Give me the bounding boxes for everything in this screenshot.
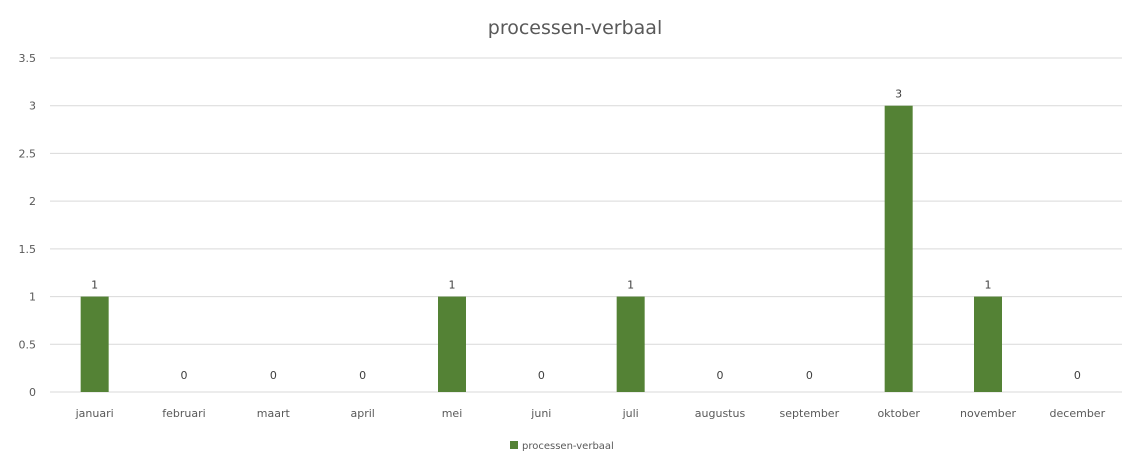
data-label-juli: 1 <box>627 279 634 292</box>
data-label-april: 0 <box>359 369 366 382</box>
bar-juli <box>616 296 645 392</box>
x-category-label: maart <box>257 407 291 420</box>
data-label-november: 1 <box>985 279 992 292</box>
data-label-februari: 0 <box>181 369 188 382</box>
data-label-december: 0 <box>1074 369 1081 382</box>
data-label-maart: 0 <box>270 369 277 382</box>
x-category-label: augustus <box>695 407 746 420</box>
x-category-label: november <box>960 407 1016 420</box>
data-label-mei: 1 <box>449 279 456 292</box>
data-label-augustus: 0 <box>717 369 724 382</box>
y-tick-label: 0 <box>29 386 36 399</box>
gridlines <box>50 57 1122 393</box>
x-axis-categories: januari februari maart april mei juni juli augu… <box>75 407 1106 420</box>
legend-swatch <box>510 441 518 449</box>
y-tick-label: 3 <box>29 100 36 113</box>
x-category-label: mei <box>442 407 463 420</box>
bar-januari <box>80 296 109 392</box>
x-category-label: oktober <box>877 407 920 420</box>
data-label-januari: 1 <box>91 279 98 292</box>
y-axis-ticks: 0 0.5 1 1.5 2 2.5 3 3.5 <box>19 52 37 399</box>
y-tick-label: 2 <box>29 195 36 208</box>
data-label-september: 0 <box>806 369 813 382</box>
x-category-label: februari <box>162 407 205 420</box>
x-category-label: juni <box>530 407 551 420</box>
y-tick-label: 1 <box>29 291 36 304</box>
bar-mei <box>438 296 466 392</box>
data-label-oktober: 3 <box>895 88 902 101</box>
y-tick-label: 3.5 <box>19 52 37 65</box>
bar-oktober <box>884 105 913 392</box>
data-labels: 1 0 0 0 1 0 1 0 0 3 1 0 <box>91 88 1081 382</box>
y-tick-label: 2.5 <box>19 147 37 160</box>
legend: processen-verbaal <box>510 441 614 452</box>
x-category-label: januari <box>75 407 114 420</box>
x-category-label: april <box>350 407 374 420</box>
x-category-label: juli <box>622 407 639 420</box>
x-category-label: september <box>780 407 840 420</box>
x-category-label: december <box>1050 407 1106 420</box>
y-tick-label: 1.5 <box>19 243 37 256</box>
legend-label: processen-verbaal <box>522 441 614 452</box>
y-tick-label: 0.5 <box>19 338 37 351</box>
bars <box>80 105 1002 392</box>
chart-title: processen-verbaal <box>488 17 662 39</box>
bar-november <box>974 296 1002 392</box>
data-label-juni: 0 <box>538 369 545 382</box>
